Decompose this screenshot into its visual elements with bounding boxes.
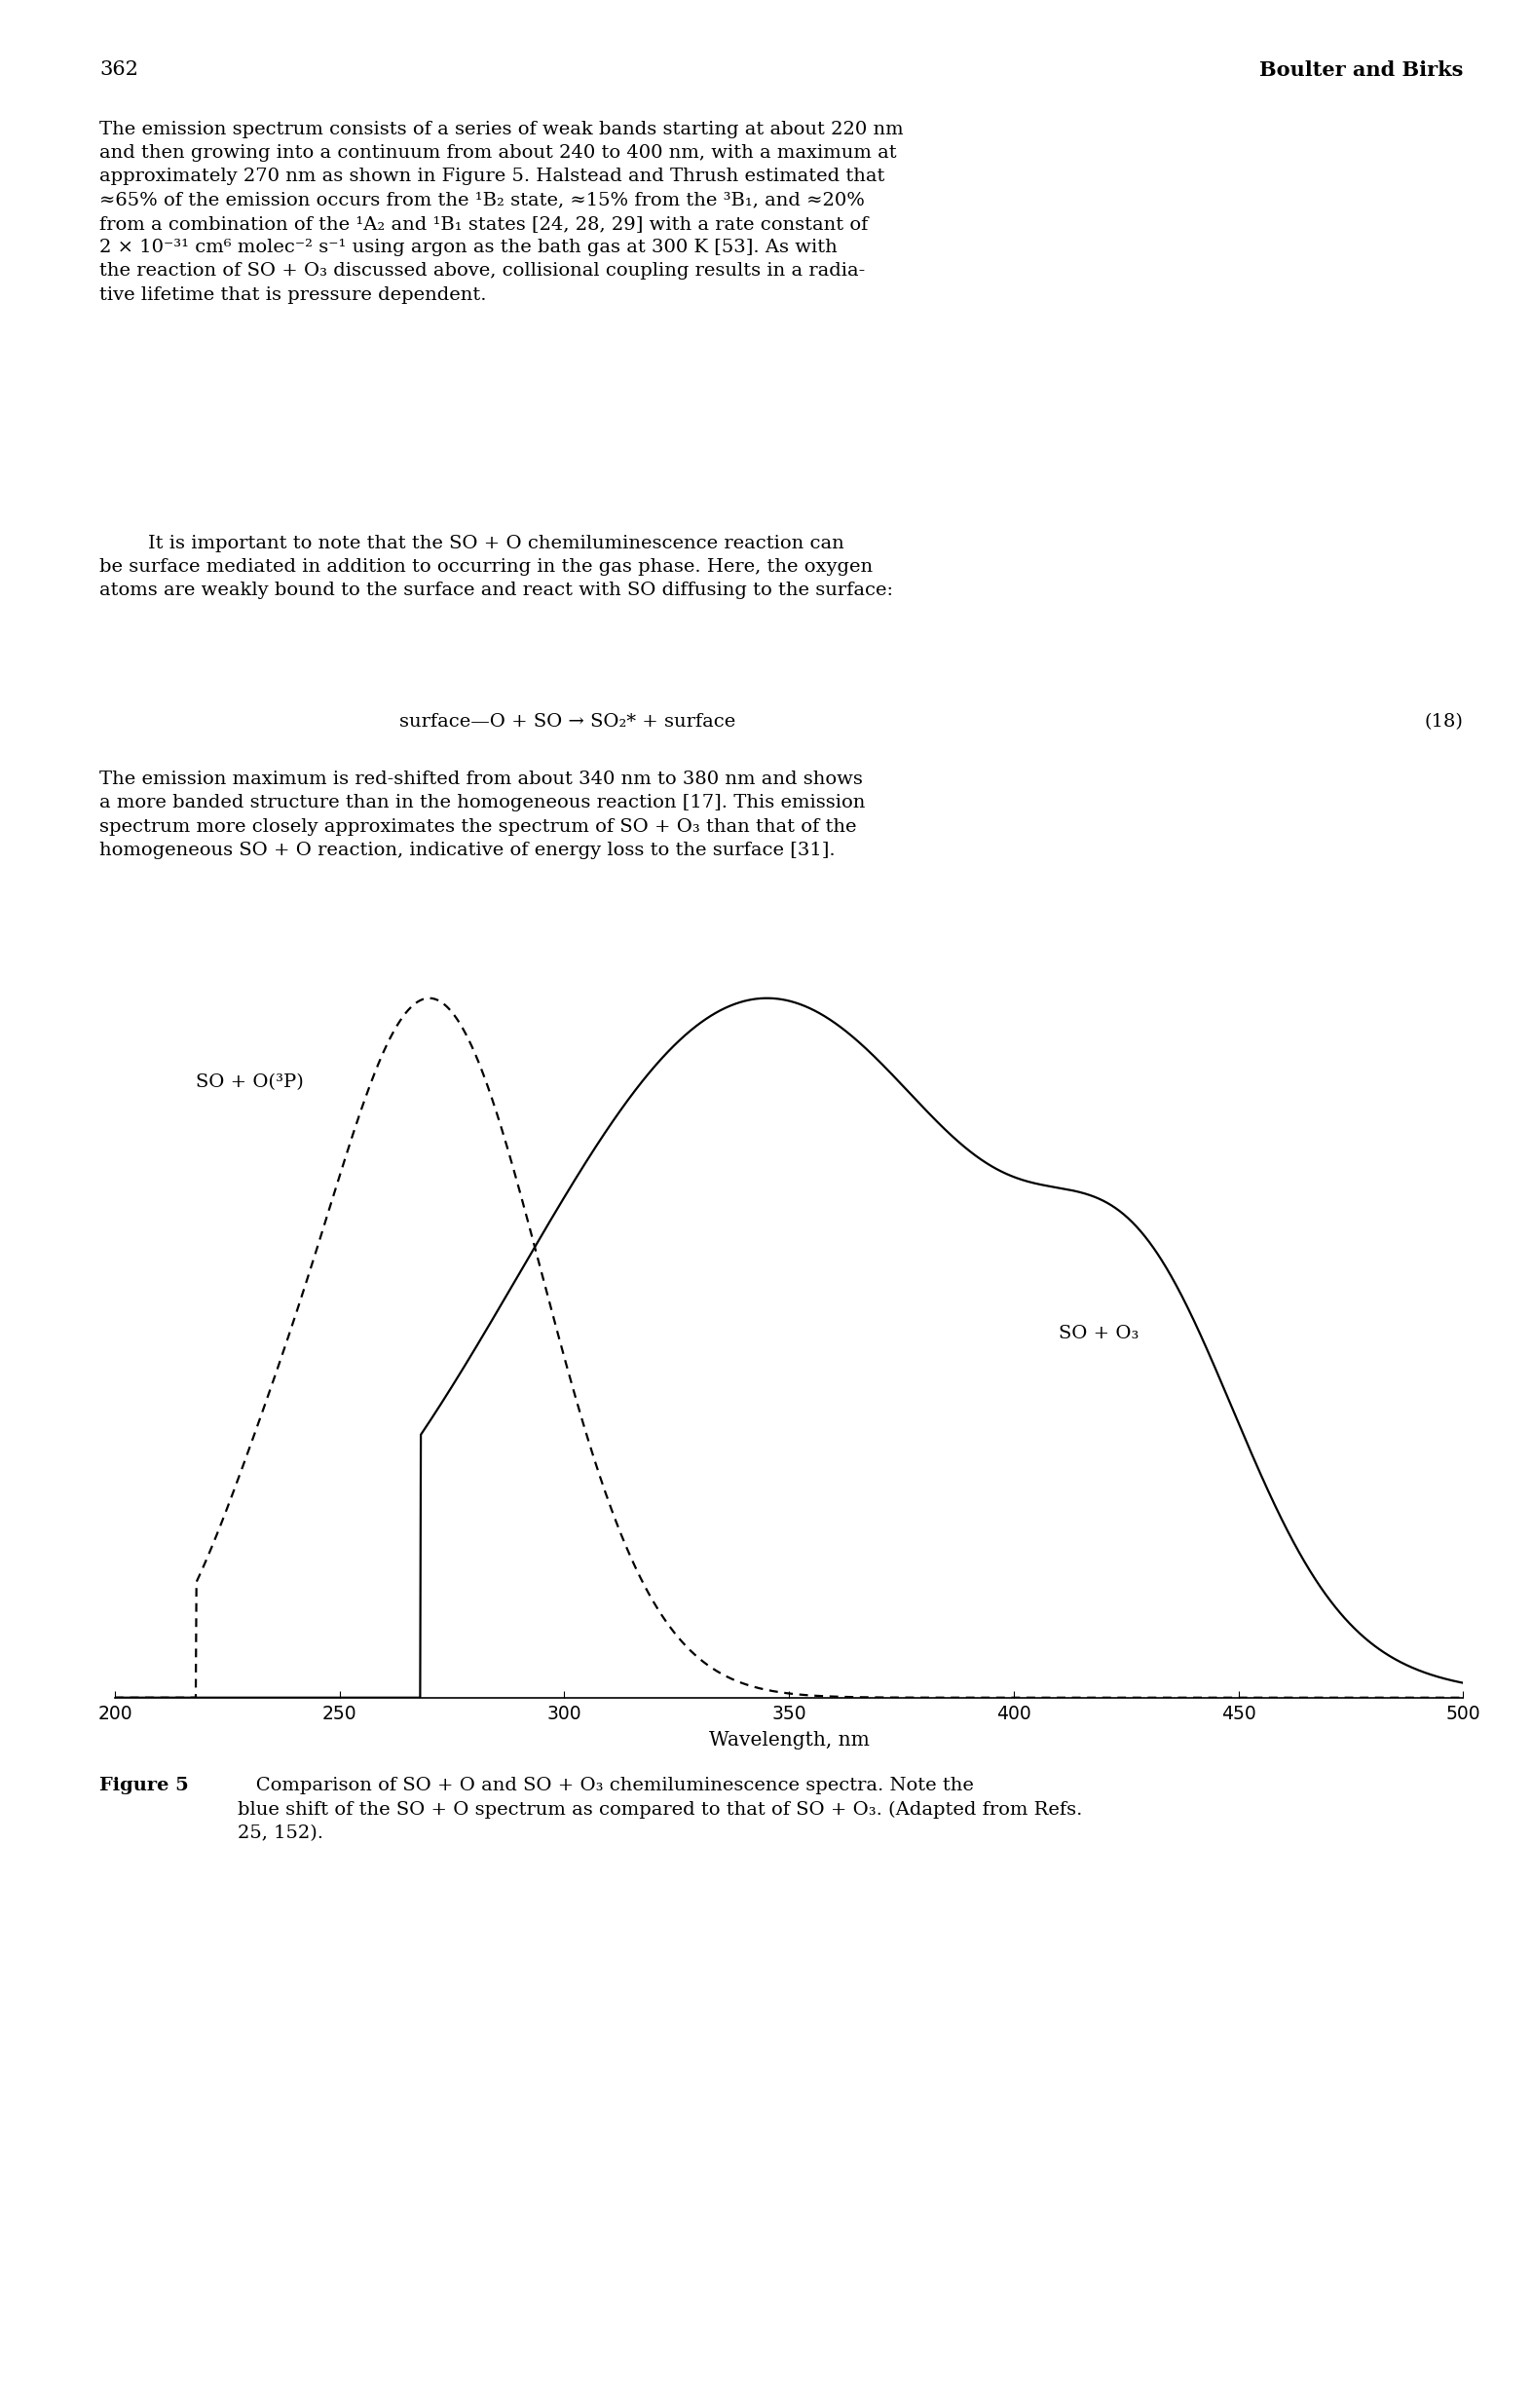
Text: Boulter and Birks: Boulter and Birks bbox=[1259, 60, 1463, 79]
Text: SO + O(³P): SO + O(³P) bbox=[196, 1074, 303, 1091]
Text: The emission maximum is red-shifted from about 340 nm to 380 nm and shows
a more: The emission maximum is red-shifted from… bbox=[100, 771, 866, 860]
Text: The emission spectrum consists of a series of weak bands starting at about 220 n: The emission spectrum consists of a seri… bbox=[100, 120, 904, 303]
X-axis label: Wavelength, nm: Wavelength, nm bbox=[709, 1731, 869, 1751]
Text: 362: 362 bbox=[100, 60, 138, 79]
Text: Figure 5: Figure 5 bbox=[100, 1777, 188, 1794]
Text: Comparison of SO + O and SO + O₃ chemiluminescence spectra. Note the
blue shift : Comparison of SO + O and SO + O₃ chemilu… bbox=[237, 1777, 1082, 1842]
Text: It is important to note that the SO + O chemiluminescence reaction can
be surfac: It is important to note that the SO + O … bbox=[100, 535, 893, 600]
Text: (18): (18) bbox=[1425, 713, 1463, 730]
Text: SO + O₃: SO + O₃ bbox=[1059, 1324, 1138, 1344]
Text: surface—O + SO → SO₂* + surface: surface—O + SO → SO₂* + surface bbox=[400, 713, 735, 730]
